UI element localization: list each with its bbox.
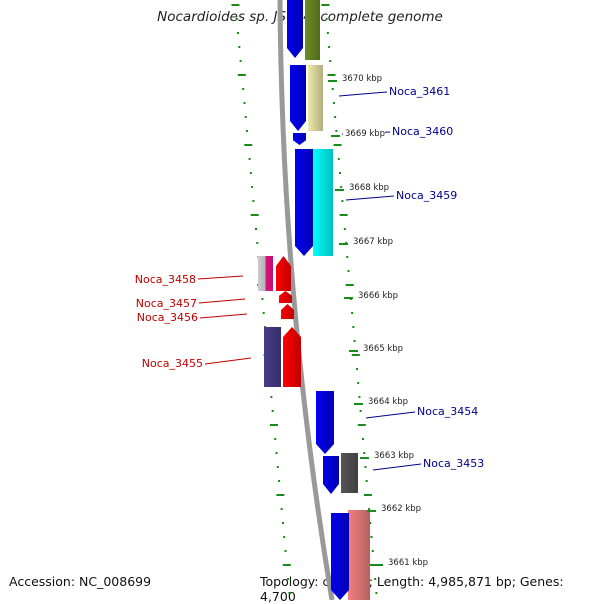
kbp-tick-label: 3662 kbp bbox=[381, 504, 421, 514]
gene-arrow-shade bbox=[279, 291, 292, 303]
kbp-tick-label: 3666 kbp bbox=[358, 291, 398, 301]
gene-leader-line bbox=[372, 463, 422, 471]
gene-label: Noca_3457 bbox=[136, 297, 197, 310]
cog-bar-shade bbox=[258, 256, 273, 291]
gene-leader-line bbox=[338, 91, 388, 97]
backbone-line bbox=[277, 0, 335, 600]
kbp-tick-label: 3663 kbp bbox=[374, 451, 414, 461]
gene-arrow-shade bbox=[290, 65, 306, 131]
kbp-tick-label: 3664 kbp bbox=[368, 397, 408, 407]
cog-bar-shade bbox=[341, 453, 358, 493]
gene-label: Noca_3461 bbox=[389, 85, 450, 98]
gene-features bbox=[258, 0, 370, 600]
gene-arrow-shade bbox=[293, 133, 306, 145]
gene-label: Noca_3458 bbox=[135, 273, 196, 286]
cog-bar-shade bbox=[348, 510, 370, 600]
gene-arrow-shade bbox=[323, 456, 339, 494]
label-leaders: Noca_3461 Noca_3460 Noca_3459 Noca_3458 Noca… bbox=[135, 85, 484, 471]
gene-label: Noca_3460 bbox=[392, 125, 453, 138]
cog-bar-shade bbox=[264, 327, 281, 387]
kbp-tick-label: 3661 kbp bbox=[388, 558, 428, 568]
kbp-tick-label: 3670 kbp bbox=[342, 74, 382, 84]
gene-arrow-shade bbox=[287, 0, 303, 58]
gene-label: Noca_3456 bbox=[137, 311, 198, 324]
accession-text: Accession: NC_008699 bbox=[9, 574, 152, 589]
gene-leader-line bbox=[345, 195, 395, 201]
kbp-tick-label: 3665 kbp bbox=[363, 344, 403, 354]
kbp-tick-label: 3668 kbp bbox=[349, 183, 389, 193]
cog-bar-shade bbox=[305, 0, 320, 60]
gene-arrow-shade bbox=[276, 256, 291, 291]
gene-label: Noca_3455 bbox=[142, 357, 203, 370]
gene-leader-line bbox=[204, 357, 252, 365]
gene-label: Noca_3453 bbox=[423, 457, 484, 470]
kbp-tick-label: 3669 kbp bbox=[345, 129, 385, 139]
gene-arrow-shade bbox=[295, 149, 313, 256]
cog-bar-shade bbox=[313, 149, 333, 256]
gene-leader-line bbox=[197, 275, 244, 280]
gene-leader-line bbox=[198, 298, 246, 304]
cog-bar-shade bbox=[308, 65, 323, 131]
gene-leader-line bbox=[365, 411, 416, 419]
gene-arrow-shade bbox=[283, 327, 301, 387]
gene-label: Noca_3459 bbox=[396, 189, 457, 202]
kbp-ticks: 3670 kbp 3669 kbp 3668 kbp 3667 kbp 3666 kbp… bbox=[328, 74, 428, 568]
kbp-tick-label: 3667 kbp bbox=[353, 237, 393, 247]
gene-label: Noca_3454 bbox=[417, 405, 478, 418]
gene-arrow-shade bbox=[316, 391, 334, 454]
gene-arrow-shade bbox=[281, 304, 294, 319]
gene-leader-line bbox=[199, 313, 248, 319]
kbp-tick-label-bg bbox=[343, 128, 385, 139]
gene-arrow-shade bbox=[331, 513, 349, 600]
